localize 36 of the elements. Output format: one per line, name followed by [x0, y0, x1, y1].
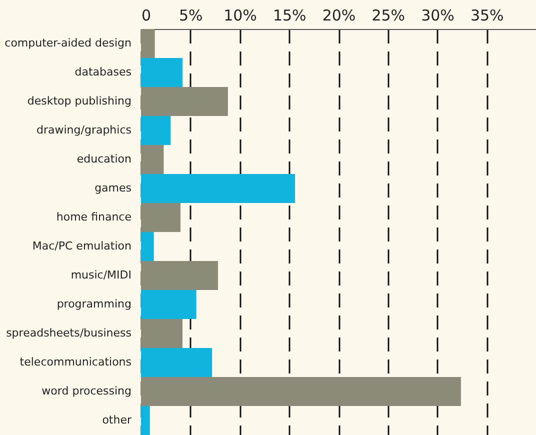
bar: [141, 145, 164, 174]
x-tick-label: 30%: [421, 6, 454, 24]
y-tick-label: drawing/graphics: [36, 124, 132, 136]
y-tick-label: desktop publishing: [27, 94, 132, 108]
y-tick-label: music/MIDI: [70, 268, 132, 282]
x-tick-label: 25%: [372, 6, 406, 24]
x-tick-label: 0: [142, 6, 152, 24]
y-tick-label: databases: [74, 66, 132, 78]
x-tick-label: 20%: [322, 6, 356, 24]
bar: [141, 87, 228, 116]
y-tick-label: Mac/PC emulation: [32, 240, 132, 252]
bar: [141, 29, 155, 58]
bar: [141, 319, 182, 348]
y-tick-label: computer-aided design: [4, 36, 132, 50]
y-tick-label: education: [76, 152, 132, 166]
bar: [141, 203, 180, 232]
bar: [141, 116, 171, 145]
bar: [141, 406, 150, 435]
y-tick-label: spreadsheets/business: [6, 326, 132, 340]
bar: [141, 261, 218, 290]
bar: [141, 58, 182, 87]
y-tick-label: telecommunications: [20, 356, 132, 368]
y-tick-label: games: [94, 182, 132, 194]
y-tick-label: word processing: [42, 384, 132, 398]
x-tick-label: 15%: [272, 6, 306, 24]
bar: [141, 290, 196, 319]
y-tick-label: programming: [56, 298, 132, 310]
bar: [141, 348, 212, 377]
bar: [141, 377, 461, 406]
y-tick-label: other: [102, 414, 132, 426]
bar: [141, 232, 154, 261]
x-tick-label: 10%: [224, 6, 257, 24]
x-tick-label: 35%: [470, 6, 504, 24]
x-tick-label: 5%: [178, 6, 203, 24]
bar: [141, 174, 296, 203]
y-tick-label: home finance: [56, 210, 132, 224]
